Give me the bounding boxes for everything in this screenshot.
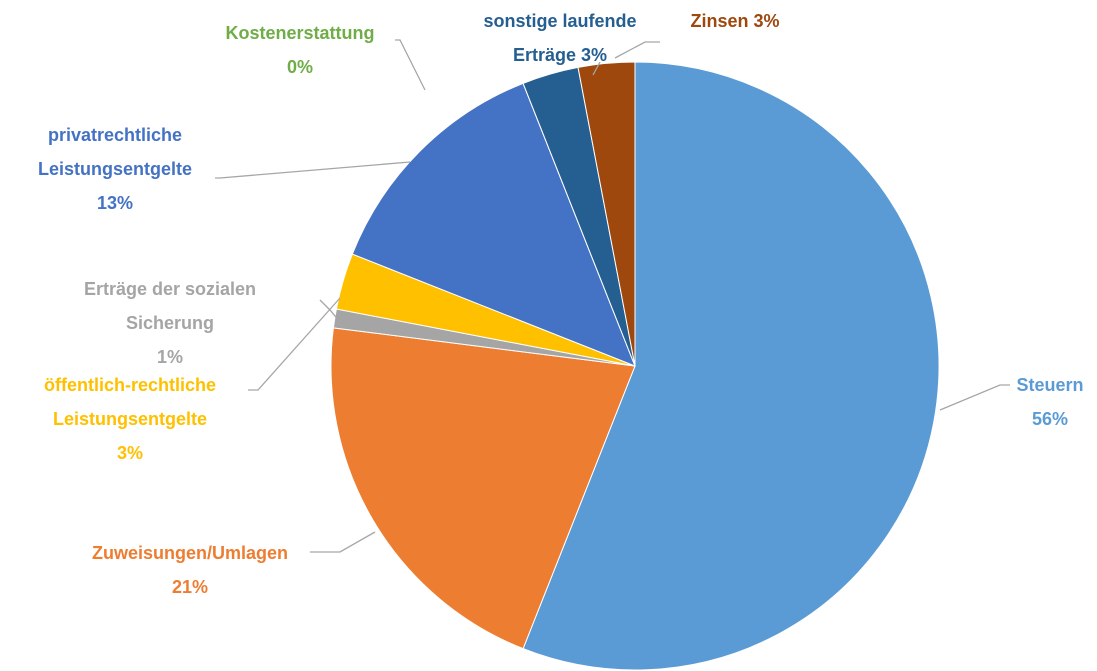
value-label: 1%: [156, 347, 183, 367]
slice-label: privatrechtliche Leistungsentgelte 13%: [10, 118, 220, 220]
leader-line: [395, 39, 426, 91]
value-label: 56%: [1031, 409, 1069, 429]
category-name: Steuern: [1016, 375, 1084, 395]
leader-line: [614, 41, 660, 59]
slice-label: Zinsen 3%: [665, 4, 805, 38]
category-name: öffentlich-rechtliche Leistungsentgelte: [43, 375, 217, 429]
leader-line: [592, 61, 601, 76]
value-label: 0%: [286, 57, 313, 77]
category-name: Zinsen: [690, 11, 749, 31]
slice-label: Zuweisungen/Umlagen 21%: [70, 536, 310, 604]
value-label: 21%: [171, 577, 209, 597]
slice-label: Steuern 56%: [990, 368, 1097, 436]
leader-line: [310, 531, 376, 553]
pie: [330, 61, 940, 671]
value-label: 3%: [581, 45, 608, 65]
value-label: 3%: [753, 11, 780, 31]
category-name: Zuweisungen/Umlagen: [91, 543, 289, 563]
category-name: sonstige laufende Erträge: [483, 11, 637, 65]
pie-slice: [522, 61, 940, 671]
leader-line: [215, 161, 411, 179]
category-name: Kostenerstattung: [225, 23, 375, 43]
value-label: 3%: [116, 443, 143, 463]
pie-slice: [577, 61, 636, 367]
pie-slice: [351, 82, 636, 367]
leader-line: [939, 384, 1010, 411]
pie-slice: [330, 327, 636, 650]
slice-label: Kostenerstattung 0%: [200, 16, 400, 84]
category-name: Erträge der sozialen Sicherung: [83, 279, 257, 333]
value-label: 13%: [96, 193, 134, 213]
slice-label: sonstige laufende Erträge 3%: [470, 4, 650, 72]
slice-label: öffentlich-rechtliche Leistungsentgelte 3…: [0, 368, 260, 470]
leader-line: [248, 297, 341, 391]
category-name: privatrechtliche Leistungsentgelte: [37, 125, 193, 179]
slice-label: Erträge der sozialen Sicherung 1%: [65, 272, 275, 374]
